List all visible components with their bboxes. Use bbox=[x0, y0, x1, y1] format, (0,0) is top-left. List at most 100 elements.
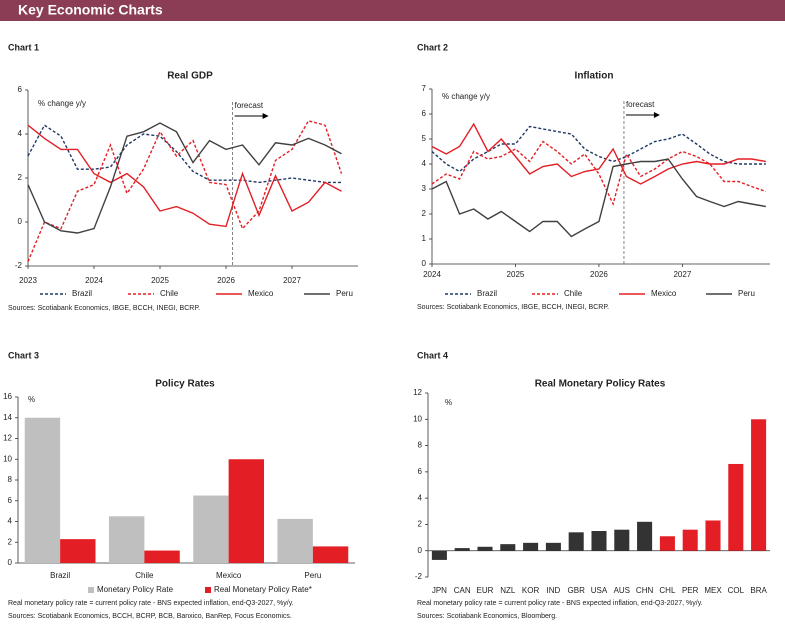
chart-label: Chart 4 bbox=[417, 350, 448, 360]
x-tick-label: 2026 bbox=[590, 270, 608, 279]
y-tick-label: 2 bbox=[418, 520, 423, 529]
legend-label: Chile bbox=[160, 289, 179, 298]
y-tick-label: 10 bbox=[413, 414, 422, 423]
x-tick-label: CAN bbox=[454, 586, 471, 595]
x-tick-label: USA bbox=[591, 586, 608, 595]
bar bbox=[545, 542, 561, 551]
y-tick-label: 4 bbox=[418, 493, 423, 502]
bar bbox=[637, 521, 653, 551]
x-tick-label: PER bbox=[682, 586, 699, 595]
bar bbox=[228, 459, 265, 563]
y-tick-label: 3 bbox=[422, 184, 427, 193]
bar bbox=[500, 544, 516, 551]
x-tick-label: Chile bbox=[135, 571, 154, 580]
y-tick-label: 4 bbox=[422, 159, 427, 168]
bar bbox=[659, 536, 675, 551]
series-line bbox=[27, 124, 342, 184]
legend-label: Real Monetary Policy Rate* bbox=[214, 585, 312, 594]
y-tick-label: 14 bbox=[3, 413, 12, 422]
x-tick-label: 2027 bbox=[673, 270, 691, 279]
y-tick-label: 4 bbox=[18, 129, 23, 138]
forecast-arrowhead bbox=[262, 113, 269, 119]
y-tick-label: -2 bbox=[415, 572, 423, 581]
x-tick-label: Mexico bbox=[216, 571, 242, 580]
x-tick-label: 2027 bbox=[283, 276, 301, 285]
y-tick-label: 12 bbox=[413, 388, 422, 397]
header-bar bbox=[0, 0, 785, 21]
y-axis-label: % change y/y bbox=[442, 92, 490, 101]
series-line bbox=[431, 122, 766, 185]
bar bbox=[312, 546, 349, 563]
x-tick-label: 2023 bbox=[19, 276, 37, 285]
bar bbox=[277, 518, 313, 563]
bar bbox=[728, 463, 744, 551]
x-tick-label: Peru bbox=[304, 571, 321, 580]
bar bbox=[431, 550, 447, 560]
y-tick-label: 8 bbox=[8, 475, 13, 484]
footnote: Sources: Scotiabank Economics, IBGE, BCC… bbox=[417, 304, 609, 311]
forecast-arrowhead bbox=[653, 112, 660, 118]
x-tick-label: 2025 bbox=[507, 270, 525, 279]
y-tick-label: 7 bbox=[422, 84, 427, 93]
y-tick-label: 5 bbox=[422, 134, 427, 143]
chart-title: Real GDP bbox=[167, 71, 213, 82]
bar bbox=[591, 531, 607, 551]
legend-label: Monetary Policy Rate bbox=[97, 585, 174, 594]
bar bbox=[477, 546, 493, 551]
legend-swatch bbox=[88, 587, 94, 593]
x-tick-label: EUR bbox=[477, 586, 494, 595]
y-tick-label: 2 bbox=[18, 173, 23, 182]
legend-swatch bbox=[205, 587, 211, 593]
y-tick-label: 0 bbox=[422, 259, 427, 268]
legend-label: Chile bbox=[564, 289, 583, 298]
bar bbox=[568, 532, 584, 551]
x-tick-label: COL bbox=[728, 586, 745, 595]
y-axis-label: % bbox=[28, 395, 35, 404]
y-tick-label: 6 bbox=[418, 467, 423, 476]
footnote: Real monetary policy rate = current poli… bbox=[417, 600, 703, 607]
chart-label: Chart 3 bbox=[8, 350, 39, 360]
y-tick-label: 8 bbox=[418, 441, 423, 450]
x-tick-label: NZL bbox=[500, 586, 516, 595]
legend-label: Peru bbox=[336, 289, 353, 298]
footnote: Real monetary policy rate = current poli… bbox=[8, 600, 294, 607]
y-axis-label: % change y/y bbox=[38, 99, 86, 108]
x-tick-label: 2024 bbox=[85, 276, 103, 285]
y-tick-label: 0 bbox=[418, 546, 423, 555]
x-tick-label: 2024 bbox=[423, 270, 441, 279]
x-tick-label: KOR bbox=[522, 586, 540, 595]
y-tick-label: 12 bbox=[3, 434, 12, 443]
forecast-label: forecast bbox=[235, 101, 264, 110]
bar bbox=[144, 550, 180, 563]
legend-label: Mexico bbox=[651, 289, 677, 298]
series-line bbox=[431, 140, 767, 207]
x-tick-label: Brazil bbox=[50, 571, 70, 580]
chart-title: Inflation bbox=[575, 71, 614, 82]
footnote: Sources: Scotiabank Economics, IBGE, BCC… bbox=[8, 305, 200, 312]
series-line bbox=[431, 158, 766, 238]
x-tick-label: 2025 bbox=[151, 276, 169, 285]
legend-label: Peru bbox=[738, 289, 755, 298]
x-tick-label: MEX bbox=[704, 586, 722, 595]
x-tick-label: BRA bbox=[750, 586, 767, 595]
chart-label: Chart 1 bbox=[8, 42, 39, 52]
series-line bbox=[27, 119, 343, 262]
bar bbox=[705, 520, 721, 551]
series-line bbox=[27, 124, 342, 228]
bar bbox=[24, 417, 61, 563]
y-tick-label: 0 bbox=[8, 558, 13, 567]
y-tick-label: 6 bbox=[18, 85, 23, 94]
legend-label: Brazil bbox=[477, 289, 497, 298]
chart-title: Real Monetary Policy Rates bbox=[535, 379, 666, 390]
page-title: Key Economic Charts bbox=[18, 2, 163, 18]
series-line bbox=[27, 122, 342, 234]
bar bbox=[751, 419, 767, 551]
x-tick-label: 2026 bbox=[217, 276, 235, 285]
footnote: Sources: Scotiabank Economics, BCCH, BCR… bbox=[8, 613, 292, 620]
y-axis-label: % bbox=[445, 398, 452, 407]
y-tick-label: -2 bbox=[15, 261, 23, 270]
x-tick-label: CHN bbox=[636, 586, 654, 595]
x-tick-label: GBR bbox=[568, 586, 586, 595]
y-tick-label: 2 bbox=[8, 537, 13, 546]
